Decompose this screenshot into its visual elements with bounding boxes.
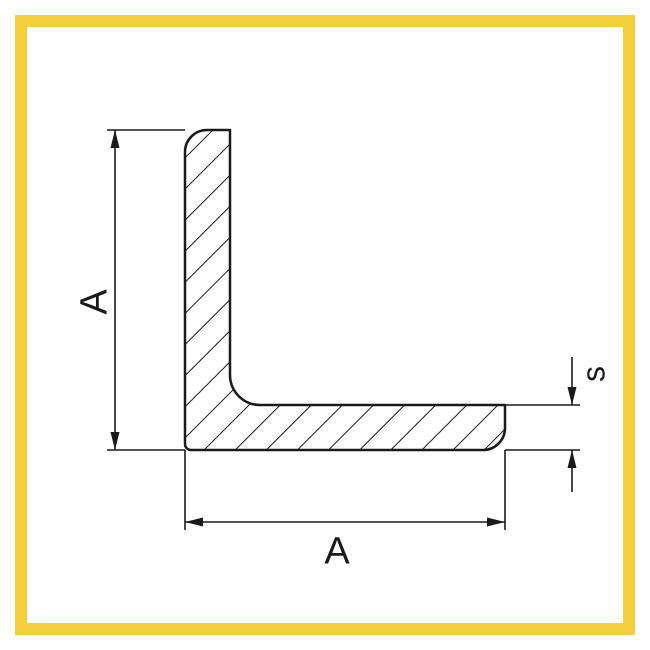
outer-frame [15,15,635,635]
